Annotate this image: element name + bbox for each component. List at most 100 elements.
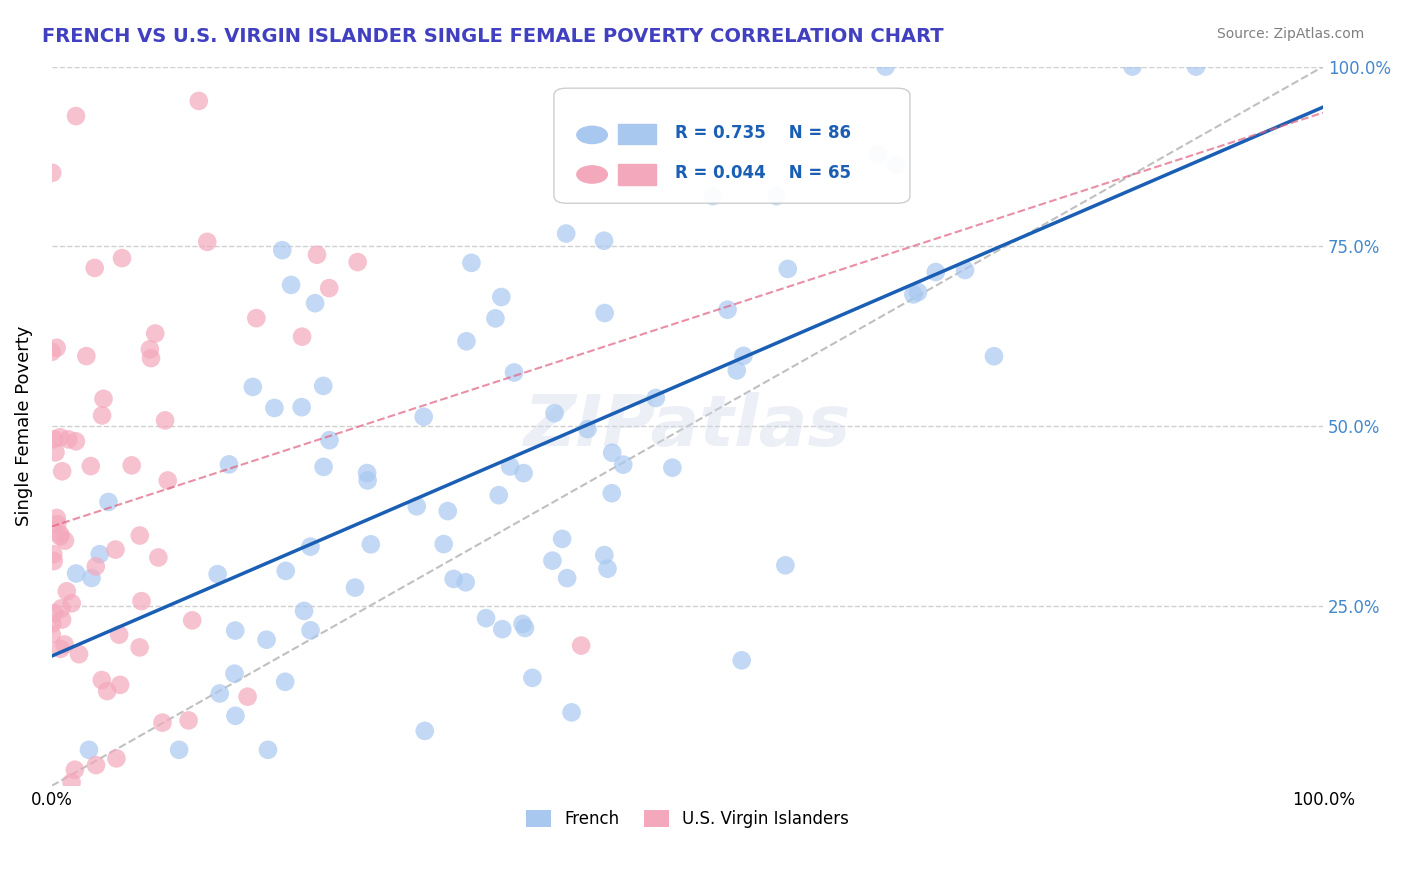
Point (41, 344, 63, 359)
Point (702, 189, 724, 203)
Point (280, 277, 302, 292)
Point (156, 474, 179, 488)
Point (105, 751, 128, 765)
Point (318, 281, 340, 295)
Point (304, 296, 326, 310)
Point (60, 775, 83, 789)
Point (733, 349, 755, 363)
Point (884, 158, 907, 172)
Point (93, 392, 115, 406)
Point (58, 433, 80, 447)
Circle shape (576, 127, 607, 144)
Point (343, 581, 366, 595)
Point (195, 235, 218, 249)
Point (299, 624, 322, 638)
Point (41, 166, 63, 180)
Point (75, 349, 97, 363)
Point (90, 673, 112, 687)
Point (65, 434, 87, 449)
Point (51, 464, 73, 478)
Text: R = 0.735    N = 86: R = 0.735 N = 86 (675, 124, 851, 142)
Point (405, 500, 427, 514)
Point (725, 363, 748, 377)
Point (44, 445, 66, 459)
Point (181, 613, 204, 627)
Point (903, 287, 925, 301)
Point (731, 653, 754, 667)
Point (49, 530, 72, 544)
Text: R = 0.044    N = 65: R = 0.044 N = 65 (675, 164, 851, 182)
Point (153, 413, 176, 427)
Point (84, 758, 107, 772)
Point (55, 584, 77, 599)
Point (312, 379, 335, 393)
Point (83, 260, 105, 275)
Point (555, 571, 578, 585)
Point (77, 743, 100, 757)
Point (111, 251, 134, 265)
Point (236, 690, 259, 704)
Point (291, 400, 314, 414)
Point (167, 743, 190, 757)
Point (551, 532, 574, 546)
Legend: French, U.S. Virgin Islanders: French, U.S. Virgin Islanders (519, 804, 856, 835)
Point (51, 601, 73, 615)
Point (139, 351, 162, 365)
Point (291, 329, 314, 343)
Circle shape (576, 166, 607, 183)
Point (256, 632, 278, 647)
Point (148, 550, 170, 565)
Y-axis label: Single Female Poverty: Single Female Poverty (15, 326, 32, 526)
Point (63, 763, 86, 777)
Point (475, 611, 498, 625)
Point (456, 334, 478, 349)
Point (491, 290, 513, 304)
Point (555, 227, 578, 241)
Point (128, 528, 150, 542)
Point (513, 621, 536, 635)
Point (53, 533, 76, 548)
Point (128, 640, 150, 655)
Point (53, 638, 76, 652)
Point (80, 571, 103, 585)
Point (512, 616, 534, 631)
Point (569, 639, 592, 653)
Point (224, 708, 246, 723)
Point (875, 60, 897, 74)
Point (312, 459, 335, 474)
Point (1121, 60, 1143, 74)
Bar (617, 124, 655, 145)
Point (541, 554, 564, 568)
Point (91, 409, 114, 423)
Point (460, 256, 482, 270)
Point (454, 575, 477, 590)
Point (49, 430, 72, 444)
Point (765, 189, 787, 203)
Point (89, 547, 111, 561)
Point (67, 647, 90, 661)
Point (263, 401, 285, 415)
Point (46, 517, 69, 532)
Point (207, 567, 229, 582)
Point (177, 714, 200, 728)
Text: Source: ZipAtlas.com: Source: ZipAtlas.com (1216, 27, 1364, 41)
Point (436, 504, 458, 518)
Point (775, 558, 797, 573)
Point (42, 432, 65, 446)
Point (868, 147, 890, 161)
Point (503, 366, 526, 380)
Point (143, 326, 166, 341)
Point (600, 446, 623, 460)
Point (224, 624, 246, 638)
Point (716, 302, 738, 317)
Point (51, 613, 73, 627)
Point (257, 743, 280, 757)
Point (97, 495, 120, 509)
Point (499, 459, 522, 474)
Point (60, 596, 83, 610)
Point (49, 641, 72, 656)
Point (522, 671, 544, 685)
Point (593, 306, 616, 320)
Point (45, 341, 67, 355)
Point (356, 466, 378, 480)
